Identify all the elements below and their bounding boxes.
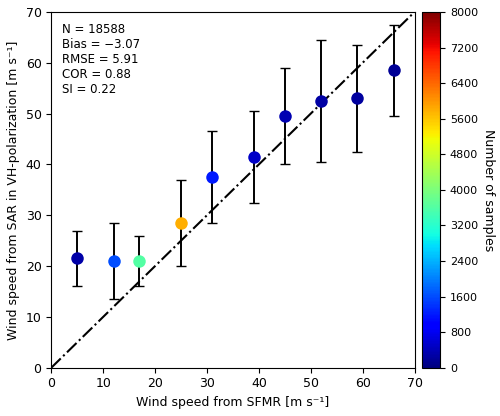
X-axis label: Wind speed from SFMR [m s⁻¹]: Wind speed from SFMR [m s⁻¹]: [136, 396, 330, 409]
Text: N = 18588
Bias = −3.07
RMSE = 5.91
COR = 0.88
SI = 0.22: N = 18588 Bias = −3.07 RMSE = 5.91 COR =…: [62, 22, 140, 96]
Y-axis label: Wind speed from SAR in VH-polarization [m s⁻¹]: Wind speed from SAR in VH-polarization […: [7, 40, 20, 339]
Y-axis label: Number of samples: Number of samples: [482, 129, 495, 251]
